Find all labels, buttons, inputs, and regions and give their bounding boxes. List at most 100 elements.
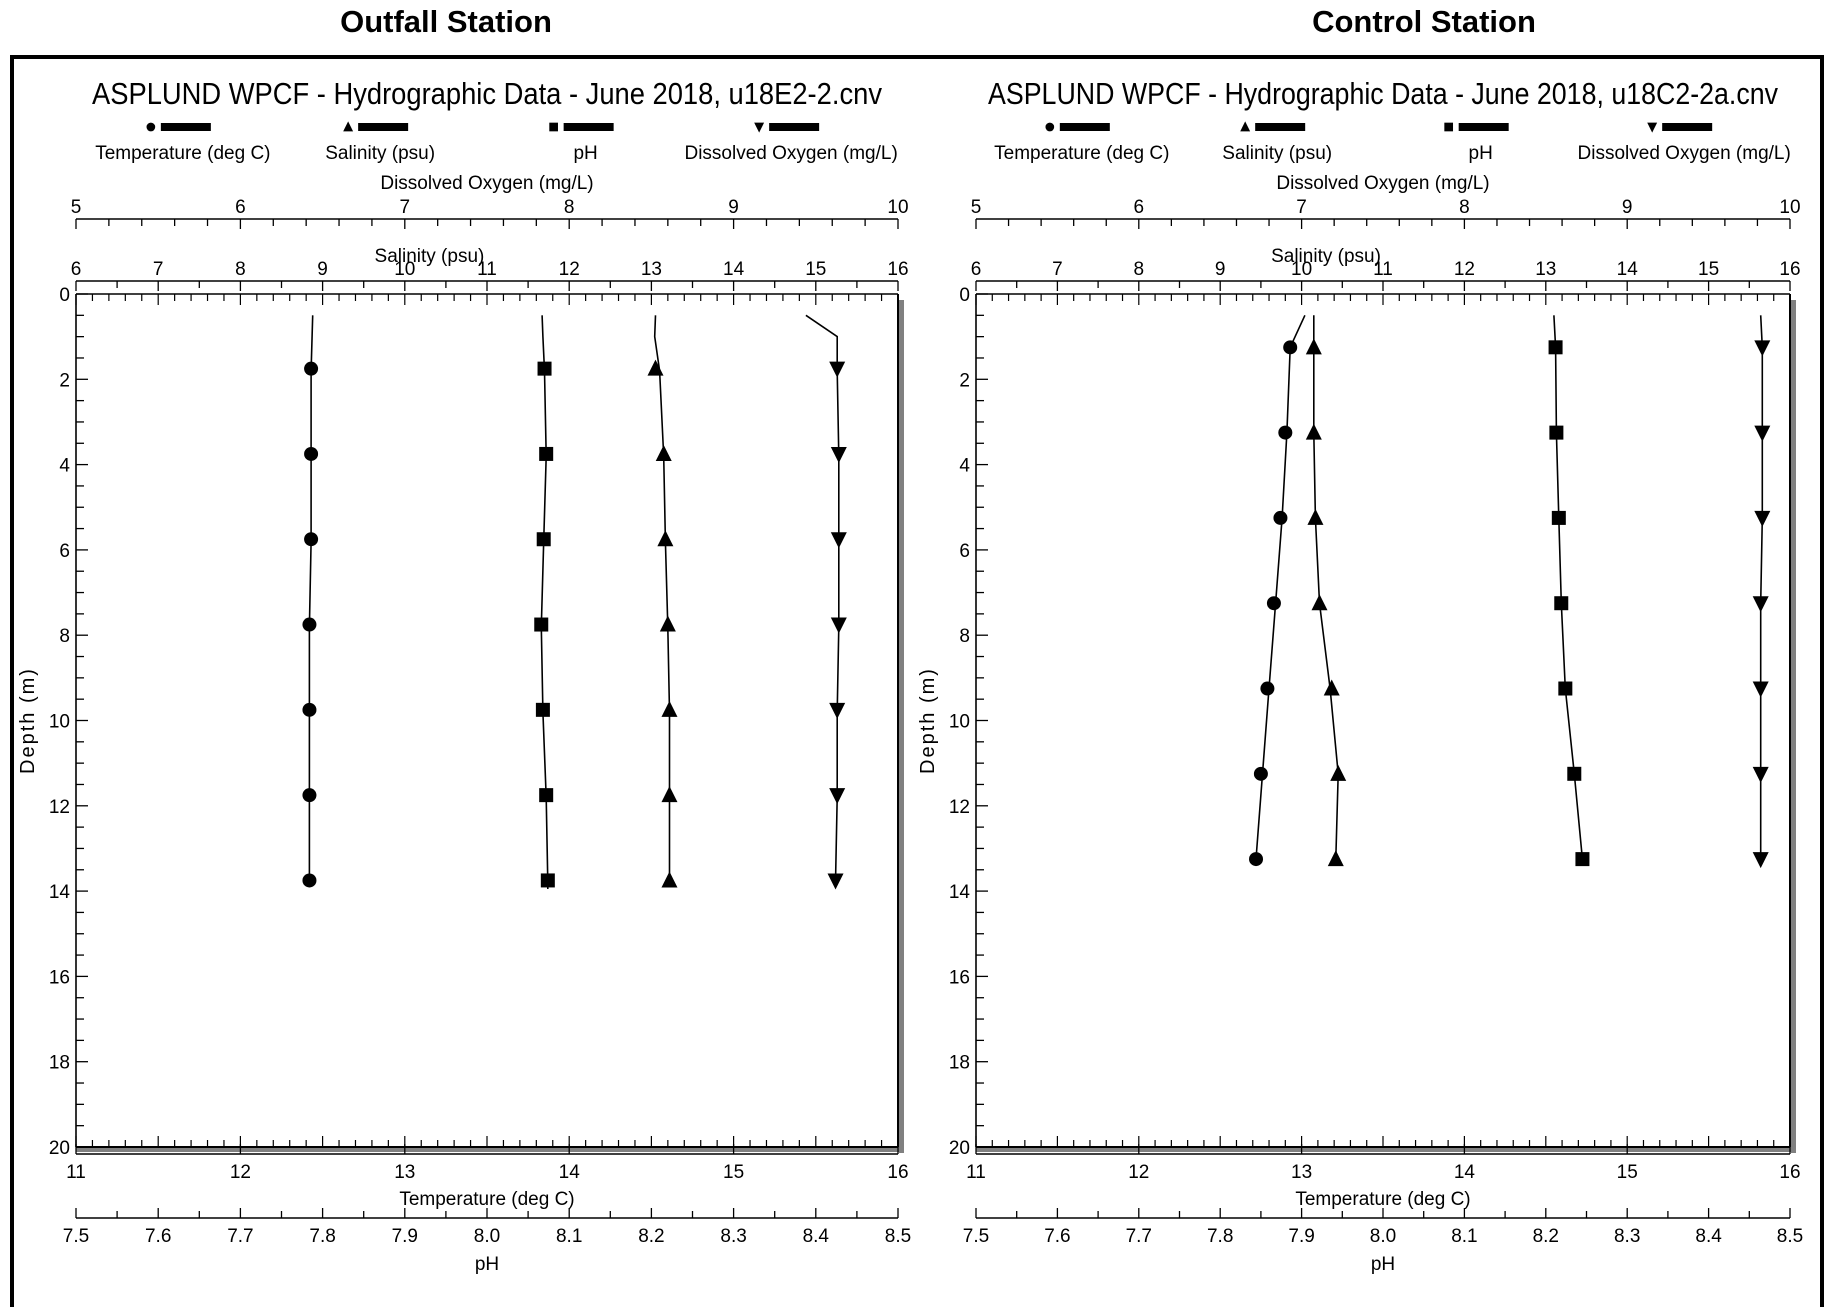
- salinity-axis-tick-label: 14: [1617, 259, 1639, 280]
- do-axis-tick-label: 5: [71, 197, 82, 218]
- ph-axis-tick-label: 8.4: [803, 1226, 830, 1247]
- do-axis-tick-label: 10: [887, 197, 908, 218]
- salinity-axis-tick-label: 15: [1698, 259, 1719, 280]
- salinity-data-point: [659, 615, 676, 632]
- legend-swatch: [1662, 123, 1713, 131]
- series-do: [1752, 315, 1771, 869]
- depth-tick-label: 16: [949, 967, 970, 988]
- salinity-axis-tick-label: 16: [887, 259, 908, 280]
- depth-tick-label: 6: [59, 541, 70, 562]
- legend-item: Dissolved Oxygen (mg/L): [684, 122, 898, 164]
- temperature-axis-tick-label: 16: [1779, 1162, 1800, 1183]
- legend-marker-square-icon: [1444, 122, 1454, 132]
- do-axis-tick-label: 8: [564, 197, 575, 218]
- depth-tick-label: 20: [49, 1138, 70, 1159]
- ph-axis-tick-label: 8.1: [556, 1226, 582, 1247]
- salinity-data-point: [1327, 850, 1344, 867]
- legend-marker-circle-icon: [1045, 122, 1055, 132]
- chart-title: ASPLUND WPCF - Hydrographic Data - June …: [92, 76, 882, 111]
- outfall-station-title: Outfall Station: [340, 4, 552, 39]
- legend-label: Salinity (psu): [1222, 143, 1332, 164]
- legend-marker-triangle-down-icon: [754, 122, 765, 133]
- salinity-data-point: [1307, 508, 1324, 525]
- depth-tick-label: 10: [949, 712, 970, 733]
- ph-data-point: [1554, 596, 1569, 611]
- series-salinity: [1305, 315, 1347, 867]
- salinity-data-point: [661, 786, 678, 803]
- salinity-axis-tick-label: 6: [971, 259, 982, 280]
- salinity-axis-tick-label: 10: [394, 259, 415, 280]
- salinity-axis-tick-label: 7: [1052, 259, 1063, 280]
- depth-tick-label: 8: [59, 626, 70, 647]
- depth-tick-label: 4: [59, 456, 70, 477]
- ph-axis-tick-label: 8.0: [474, 1226, 500, 1247]
- do-axis-label: Dissolved Oxygen (mg/L): [380, 173, 593, 194]
- do-data-point: [1754, 510, 1771, 527]
- depth-tick-label: 14: [49, 882, 71, 903]
- temperature-axis-label: Temperature (deg C): [1295, 1189, 1470, 1210]
- salinity-data-point: [661, 871, 678, 888]
- do-data-point: [1752, 766, 1769, 783]
- legend-swatch: [1255, 123, 1306, 131]
- salinity-axis-tick-label: 9: [317, 259, 328, 280]
- salinity-axis-tick-label: 15: [805, 259, 826, 280]
- ph-data-point: [1575, 852, 1590, 867]
- temperature-data-point: [1273, 510, 1288, 525]
- do-axis-label: Dissolved Oxygen (mg/L): [1276, 173, 1489, 194]
- temperature-axis-tick-label: 16: [887, 1162, 908, 1183]
- ph-axis-tick-label: 7.7: [227, 1226, 253, 1247]
- ph-data-point: [1549, 425, 1564, 440]
- do-data-point: [1752, 852, 1769, 869]
- legend-item: Temperature (deg C): [95, 122, 271, 164]
- temperature-axis-tick-label: 12: [230, 1162, 251, 1183]
- legend-marker-triangle-up-icon: [1240, 121, 1251, 132]
- legend-swatch: [563, 123, 614, 131]
- salinity-data-point: [1330, 764, 1347, 781]
- salinity-data-point: [1323, 679, 1340, 696]
- temperature-data-point: [302, 788, 317, 803]
- series-temperature: [302, 315, 319, 888]
- legend-marker-triangle-up-icon: [343, 121, 354, 132]
- legend-marker-triangle-down-icon: [1647, 122, 1658, 133]
- ph-axis-tick-label: 8.0: [1370, 1226, 1396, 1247]
- ph-axis-tick-label: 7.5: [63, 1226, 89, 1247]
- salinity-axis-tick-label: 11: [1373, 259, 1393, 280]
- depth-tick-label: 0: [59, 285, 70, 306]
- temperature-data-point: [302, 617, 317, 632]
- ph-axis-tick-label: 8.1: [1451, 1226, 1477, 1247]
- salinity-axis-tick-label: 13: [1535, 259, 1556, 280]
- chart-panel-outfall: ASPLUND WPCF - Hydrographic Data - June …: [17, 76, 911, 1275]
- salinity-data-point: [1305, 338, 1322, 355]
- salinity-series-line: [653, 315, 671, 887]
- temperature-axis-tick-label: 11: [966, 1162, 986, 1183]
- ph-data-point: [1551, 510, 1566, 525]
- depth-tick-label: 18: [949, 1053, 970, 1074]
- legend-marker-square-icon: [549, 122, 558, 132]
- temperature-data-point: [302, 873, 317, 888]
- ph-axis-tick-label: 7.8: [1207, 1226, 1233, 1247]
- salinity-data-point: [1305, 423, 1322, 440]
- ph-data-point: [539, 788, 554, 803]
- ph-axis-tick-label: 8.2: [1533, 1226, 1559, 1247]
- temperature-axis-tick-label: 14: [559, 1162, 581, 1183]
- temperature-data-point: [302, 702, 317, 717]
- salinity-axis-tick-label: 11: [477, 259, 497, 280]
- legend-label: Temperature (deg C): [95, 143, 270, 164]
- do-data-point: [829, 702, 846, 719]
- depth-tick-label: 12: [949, 797, 970, 818]
- ph-series-line: [540, 315, 549, 889]
- salinity-data-point: [647, 359, 664, 376]
- do-data-point: [1752, 596, 1769, 613]
- depth-tick-label: 18: [49, 1053, 70, 1074]
- ph-data-point: [535, 702, 550, 717]
- legend-marker-circle-icon: [146, 122, 156, 132]
- ph-axis-tick-label: 8.5: [885, 1226, 911, 1247]
- depth-tick-label: 10: [49, 712, 70, 733]
- do-data-point: [1754, 425, 1771, 442]
- do-axis-tick-label: 6: [235, 197, 246, 218]
- series-do: [805, 314, 847, 890]
- depth-tick-label: 0: [959, 285, 970, 306]
- do-data-point: [830, 532, 847, 549]
- ph-axis-tick-label: 7.9: [1288, 1226, 1314, 1247]
- do-axis-tick-label: 6: [1134, 197, 1145, 218]
